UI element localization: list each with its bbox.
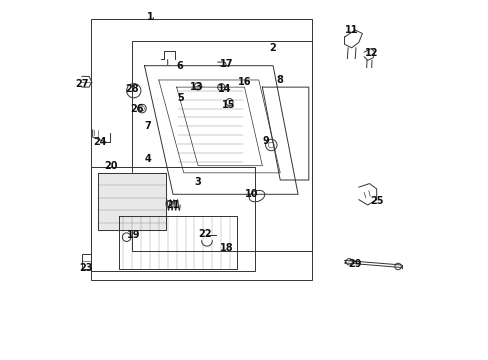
Text: 2: 2 [269,43,276,53]
Text: 28: 28 [125,84,139,94]
Text: 24: 24 [93,138,106,148]
Text: 4: 4 [144,154,151,163]
Text: 8: 8 [276,75,283,85]
Text: 14: 14 [218,84,231,94]
Text: 26: 26 [130,104,144,113]
Polygon shape [98,173,165,230]
Text: 1: 1 [146,13,153,22]
Text: 10: 10 [244,189,258,199]
Text: 9: 9 [262,136,269,146]
Text: 27: 27 [75,78,88,89]
Bar [91,167,255,271]
Text: 21: 21 [166,200,180,210]
Text: 11: 11 [344,25,358,35]
Bar [132,41,312,251]
Text: 7: 7 [144,121,151,131]
Text: 17: 17 [220,59,233,69]
Text: 18: 18 [220,243,233,253]
Text: 12: 12 [364,48,377,58]
Text: 29: 29 [348,259,361,269]
Text: 22: 22 [198,229,211,239]
Text: 20: 20 [103,161,117,171]
Text: 15: 15 [221,100,235,110]
Text: 23: 23 [79,262,92,273]
Text: 16: 16 [237,77,251,87]
Bar [82,254,91,269]
Text: 6: 6 [177,61,183,71]
Text: 25: 25 [369,197,383,206]
Text: 19: 19 [127,230,140,240]
Bar [91,19,312,280]
Text: 13: 13 [189,82,203,92]
Text: 3: 3 [194,177,201,187]
Text: 5: 5 [177,93,183,103]
